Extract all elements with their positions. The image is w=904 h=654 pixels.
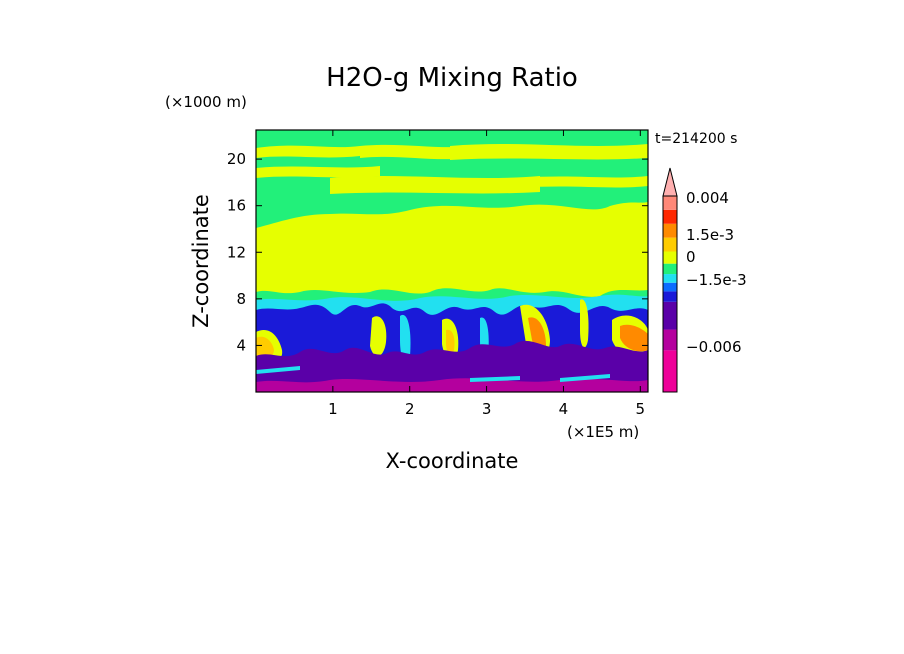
colorbar-label: −1.5e-3 [686,271,747,289]
x-tick-label: 3 [482,400,492,418]
region-bottom-cyan-streaks [256,366,610,382]
x-unit-label: (×1E5 m) [567,423,639,441]
region-upper-streaks [256,144,648,194]
colorbar-segment [663,209,677,224]
region-bottom-magenta [256,378,648,392]
y-unit-label: (×1000 m) [165,93,247,111]
colorbar-segment [663,274,677,283]
colorbar-segment [663,237,677,252]
y-axis-label: Z-coordinate [189,194,213,328]
y-tick-label: 4 [236,336,246,354]
plot-frame [255,129,649,393]
colorbar-segment [663,196,677,210]
x-tick-label: 1 [328,400,338,418]
colorbar-segment [663,223,677,238]
x-tick-label: 4 [559,400,569,418]
colorbar-label: −0.006 [686,338,742,356]
y-tick-label: 16 [227,197,246,215]
colorbar-segment [663,301,677,330]
colorbar-frame [662,195,678,393]
colorbar-labels: 0.004 1.5e-3 0 −1.5e-3 −0.006 [686,189,747,356]
colorbar-label: 1.5e-3 [686,226,734,244]
x-tick-label: 2 [405,400,415,418]
plot-field [256,130,648,392]
colorbar [662,167,678,393]
y-tick-label: 20 [227,150,246,168]
x-axis-label: X-coordinate [386,449,519,473]
chart-title: H2O-g Mixing Ratio [326,63,578,93]
colorbar-segment [663,329,677,351]
colorbar-segment [663,251,677,264]
colorbar-segment [663,282,677,292]
colorbar-label: 0.004 [686,189,729,207]
colorbar-label: 0 [686,248,696,266]
colorbar-segment [663,263,677,275]
y-axis-ticks: 4 8 12 16 20 [227,150,648,354]
x-tick-label: 5 [636,400,646,418]
y-tick-label: 8 [236,290,246,308]
colorbar-arrow [662,167,678,197]
region-middle-yellow [256,202,648,297]
x-axis-ticks: 1 2 3 4 5 [328,130,645,418]
y-tick-label: 12 [227,243,246,261]
colorbar-segment [663,291,677,302]
colorbar-segment [663,350,677,392]
time-label: t=214200 s [655,131,737,147]
